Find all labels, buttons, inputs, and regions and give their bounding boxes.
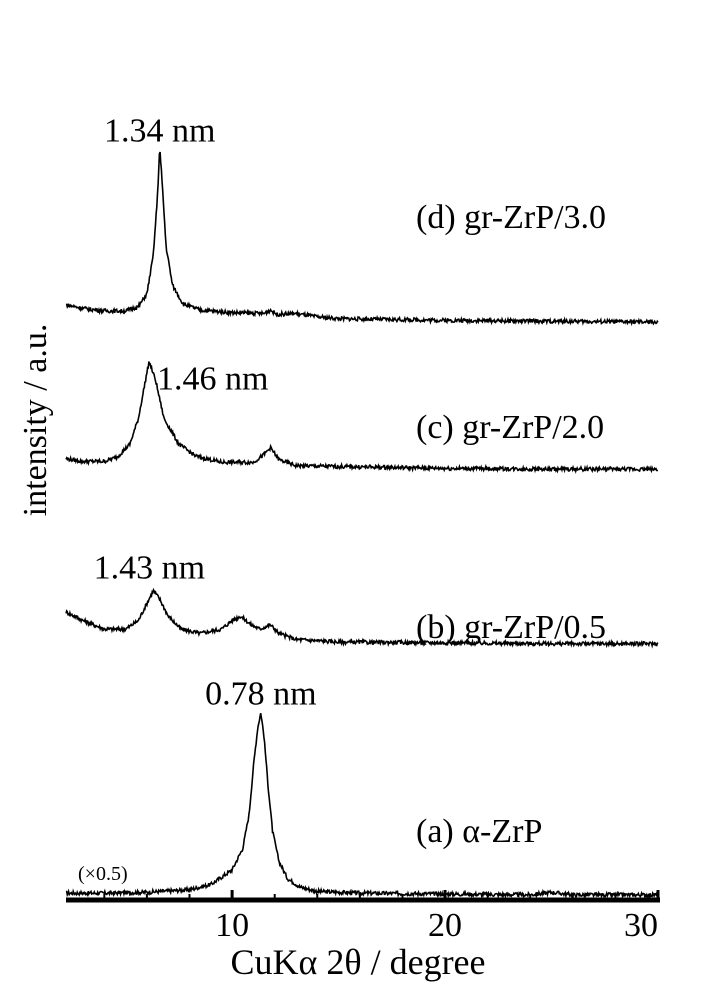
series-label: (c) gr-ZrP/2.0 xyxy=(416,409,604,446)
x-axis: 10 20 30 xyxy=(66,890,660,944)
x-axis-label: CuKα 2θ / degree xyxy=(230,942,485,982)
y-axis-label: intensity / a.u. xyxy=(17,324,54,517)
series-line xyxy=(65,587,659,649)
peak-annotation: 0.78 nm xyxy=(205,676,316,713)
x-tick-label: 30 xyxy=(624,907,658,944)
series-line xyxy=(65,361,659,474)
series-label: (a) α-ZrP xyxy=(416,813,542,850)
series-label: (b) gr-ZrP/0.5 xyxy=(416,609,606,646)
series-layer xyxy=(65,151,659,900)
scale-note: (×0.5) xyxy=(78,863,128,885)
label-layer: (a) α-ZrP 0.78 nm (b) gr-ZrP/0.5 1.43 nm (c)… xyxy=(94,113,606,851)
series-line xyxy=(65,151,659,327)
peak-annotation: 1.34 nm xyxy=(104,113,215,150)
peak-annotation: 1.43 nm xyxy=(94,549,205,586)
peak-annotation: 1.46 nm xyxy=(157,361,268,398)
series-line xyxy=(65,713,659,900)
series-label: (d) gr-ZrP/3.0 xyxy=(416,199,606,236)
x-tick-label: 20 xyxy=(428,907,462,944)
x-tick-label: 10 xyxy=(215,907,249,944)
